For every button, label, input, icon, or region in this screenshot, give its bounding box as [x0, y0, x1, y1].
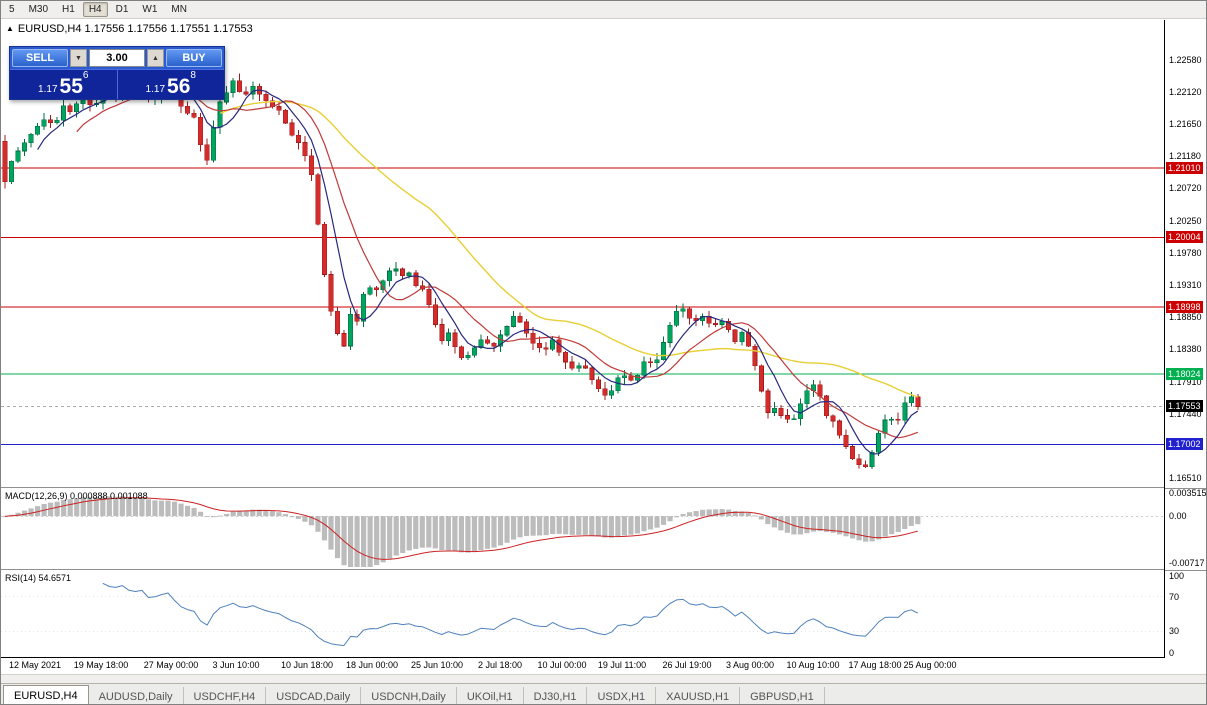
tab-usdx-h1[interactable]: USDX,H1 — [587, 687, 657, 704]
y-axis-label: 1.19310 — [1169, 280, 1202, 291]
x-axis-label: 19 May 18:00 — [73, 660, 129, 670]
rsi-scale-label: 70 — [1169, 591, 1180, 602]
timeframe-button-d1[interactable]: D1 — [115, 4, 129, 15]
y-axis-label: 1.16510 — [1169, 473, 1202, 484]
timeframe-button-mn[interactable]: MN — [171, 4, 187, 15]
timeframe-button-w1[interactable]: W1 — [142, 4, 158, 15]
symbol-ohlc-text: EURUSD,H4 1.17556 1.17556 1.17551 1.1755… — [17, 23, 253, 35]
timeframe-button-h4[interactable]: H4 — [82, 2, 108, 17]
buy-button[interactable]: BUY — [166, 49, 222, 67]
tab-eurusd-h4[interactable]: EURUSD,H4 — [3, 685, 89, 704]
pane-separator — [1165, 569, 1206, 571]
trade-prices-row: 1.17 55 6 1.17 56 8 — [10, 69, 224, 99]
y-axis-label: 1.20720 — [1169, 183, 1202, 194]
time-scale[interactable]: 12 May 2021 19 May 18:00 27 May 00:00 3 Jun… — [1, 658, 1164, 674]
volume-input[interactable] — [89, 49, 145, 67]
x-axis-label: 26 Jul 19:00 — [662, 660, 712, 670]
macd-label: MACD(12,26,9) 0.000888 0.001088 — [5, 491, 148, 501]
x-axis-label: 10 Jun 18:00 — [280, 660, 334, 670]
y-axis-label: 1.20250 — [1169, 215, 1202, 226]
timeframe-button-5[interactable]: 5 — [9, 4, 15, 15]
tab-audusd-daily[interactable]: AUDUSD,Daily — [89, 687, 184, 704]
chart-tabbar: EURUSD,H4 AUDUSD,Daily USDCHF,H4 USDCAD,Dai… — [1, 683, 1206, 704]
hline-price-badge: 1.18024 — [1166, 368, 1203, 381]
sell-price-display[interactable]: 1.17 55 6 — [10, 70, 117, 99]
x-axis-label: 10 Aug 10:00 — [786, 660, 840, 670]
buy-price-big: 56 — [167, 75, 191, 98]
y-axis-label: 1.17910 — [1169, 376, 1202, 387]
price-scale[interactable]: 1.22580 1.22120 1.21650 1.21180 1.20720 1.202… — [1164, 20, 1207, 658]
sell-price-big: 55 — [59, 75, 83, 98]
buy-price-prefix: 1.17 — [145, 84, 166, 95]
y-axis-label: 1.22120 — [1169, 86, 1202, 97]
y-axis-label: 1.21180 — [1169, 151, 1201, 162]
timeframe-button-m30[interactable]: M30 — [28, 4, 49, 15]
x-axis-label: 27 May 00:00 — [143, 660, 199, 670]
trade-controls-row: SELL ▼ ▲ BUY — [10, 47, 224, 69]
pane-separator — [1165, 487, 1206, 489]
macd-scale-label: -0.00717 — [1169, 557, 1205, 568]
hline-price-badge: 1.18998 — [1166, 300, 1203, 313]
sell-price-sup: 6 — [82, 70, 89, 81]
timeframe-toolbar: 5 M30 H1 H4 D1 W1 MN — [1, 1, 1206, 19]
x-axis-label: 12 May 2021 — [8, 660, 62, 670]
x-axis-label: 19 Jul 11:00 — [597, 660, 647, 670]
x-axis-label: 17 Aug 18:00 — [848, 660, 902, 670]
chart-panel: ▲ EURUSD,H4 1.17556 1.17556 1.17551 1.17… — [1, 20, 1207, 674]
x-axis-label: 18 Jun 00:00 — [345, 660, 399, 670]
tab-ukoil-h1[interactable]: UKOil,H1 — [457, 687, 524, 704]
x-axis-label: 25 Aug 00:00 — [903, 660, 957, 670]
chart-symbol-ohlc: ▲ EURUSD,H4 1.17556 1.17556 1.17551 1.17… — [6, 23, 253, 35]
rsi-scale-label: 30 — [1169, 626, 1180, 637]
hline-price-badge: 1.21010 — [1166, 162, 1203, 175]
y-axis-label: 1.19780 — [1169, 247, 1202, 258]
y-axis-label: 1.21650 — [1169, 118, 1202, 129]
tab-usdcad-daily[interactable]: USDCAD,Daily — [266, 687, 362, 704]
tab-dj30-h1[interactable]: DJ30,H1 — [524, 687, 588, 704]
hline-price-badge: 1.20004 — [1166, 231, 1203, 244]
hline-price-badge: 1.17002 — [1166, 438, 1203, 451]
volume-down-button[interactable]: ▼ — [70, 49, 87, 67]
horizontal-scrollbar[interactable] — [1, 674, 1206, 683]
x-axis-label: 2 Jul 18:00 — [477, 660, 523, 670]
tab-xauusd-h1[interactable]: XAUUSD,H1 — [656, 687, 741, 704]
tab-gbpusd-h1[interactable]: GBPUSD,H1 — [740, 687, 825, 704]
buy-price-sup: 8 — [190, 70, 196, 81]
y-axis-label: 1.17440 — [1169, 409, 1202, 420]
macd-scale-label: 0.003515 — [1169, 488, 1207, 499]
price-chart-canvas[interactable] — [1, 20, 1164, 658]
rsi-scale-label: 0 — [1169, 648, 1175, 658]
current-price-badge: 1.17553 — [1166, 400, 1203, 413]
y-axis-label: 1.18380 — [1169, 344, 1202, 355]
chart-marker-icon: ▲ — [6, 24, 14, 33]
x-axis-label: 3 Aug 00:00 — [725, 660, 775, 670]
tab-usdchf-h4[interactable]: USDCHF,H4 — [184, 687, 267, 704]
rsi-label: RSI(14) 54.6571 — [5, 573, 72, 583]
macd-scale-label: 0.00 — [1169, 511, 1187, 522]
x-axis-label: 25 Jun 10:00 — [410, 660, 464, 670]
timeframe-button-h1[interactable]: H1 — [62, 4, 75, 15]
x-axis-label: 10 Jul 00:00 — [537, 660, 587, 670]
sell-price-prefix: 1.17 — [38, 84, 58, 95]
x-axis-label: 3 Jun 10:00 — [212, 660, 260, 670]
tab-usdcnh-daily[interactable]: USDCNH,Daily — [361, 687, 457, 704]
y-axis-label: 1.18850 — [1169, 312, 1202, 323]
rsi-scale-label: 100 — [1169, 571, 1185, 581]
one-click-trading-panel: SELL ▼ ▲ BUY 1.17 55 6 1.17 56 8 — [9, 46, 225, 100]
buy-price-display[interactable]: 1.17 56 8 — [116, 70, 224, 99]
volume-up-button[interactable]: ▲ — [147, 49, 164, 67]
y-axis-label: 1.22580 — [1169, 54, 1202, 65]
sell-button[interactable]: SELL — [12, 49, 68, 67]
